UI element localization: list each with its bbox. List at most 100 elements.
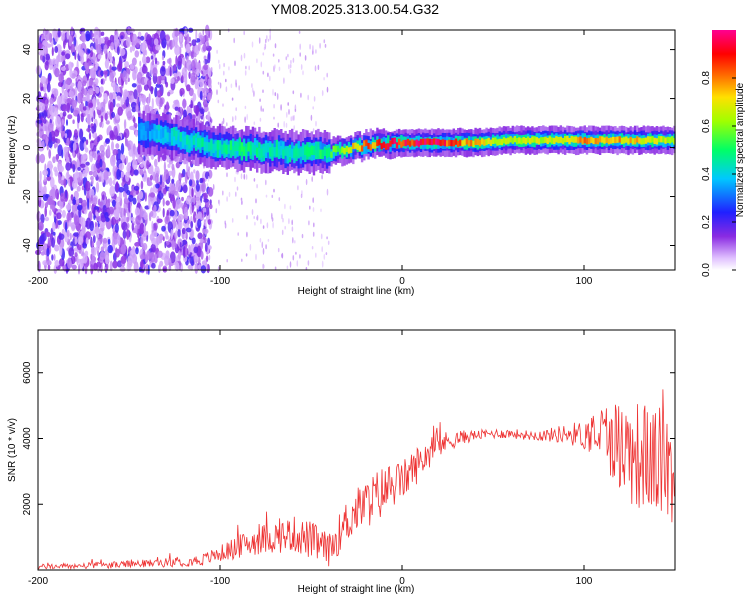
spectrogram-noise-cell (155, 183, 160, 189)
spectrogram-x-axis-label: Height of straight line (km) (298, 286, 415, 297)
spectrogram-noise-cell (77, 113, 81, 124)
spectrogram-noise-cell (126, 260, 133, 268)
spectrogram-ridge-cell (415, 139, 418, 146)
spectrogram-noise-cell (133, 169, 139, 176)
spectrogram-ridge-cell (339, 141, 342, 154)
spectrogram-noise-cell (92, 235, 96, 243)
spectrogram-noise-cell (115, 181, 119, 192)
spectrogram-noise-cell (141, 65, 148, 74)
spectrogram-noise-cell (105, 120, 110, 125)
spectrogram-ridge-cell (380, 143, 383, 150)
spectrogram-ridge-cell (245, 147, 248, 157)
spectrogram-noise-cell (171, 163, 175, 171)
spectrogram-noise-cell (136, 95, 139, 106)
spectrogram-noise-cell (196, 78, 199, 90)
spectrogram-noise-cell (323, 39, 326, 44)
spectrogram-noise-cell (307, 260, 310, 266)
spectrogram-noise-cell (74, 86, 78, 99)
spectrogram-noise-cell (241, 258, 243, 262)
spectrogram-ridge-cell (238, 146, 241, 156)
spectrogram-noise-cell (60, 192, 65, 202)
spectrogram-noise-cell (85, 237, 89, 245)
spectrogram-ridge-cell (465, 138, 469, 145)
spectrogram-ridge-cell (467, 140, 471, 147)
spectrogram-noise-cell (115, 247, 118, 254)
spectrogram-ridge-cell (295, 146, 298, 156)
spectrogram-noise-cell (188, 71, 191, 80)
spectrogram-ridge-cell (304, 145, 307, 156)
spectrogram-noise-cell (116, 63, 123, 72)
spectrogram-noise-cell (110, 42, 115, 51)
spectrogram-noise-cell (111, 141, 114, 151)
spectrogram-noise-cell (146, 160, 150, 170)
spectrogram-noise-cell (207, 219, 212, 225)
spectrogram-ridge-cell (457, 140, 460, 147)
spectrogram-noise-cell (309, 205, 311, 210)
spectrogram-ridge-cell (489, 139, 493, 146)
spectrogram-noise-cell (119, 48, 126, 56)
spectrogram-noise-cell (217, 266, 220, 272)
spectrogram-noise-cell (234, 60, 236, 67)
spectrogram-noise-cell (116, 103, 121, 108)
spectrogram-noise-cell (44, 206, 47, 218)
spectrogram-noise-cell (299, 43, 302, 50)
spectrogram-noise-cell (315, 120, 317, 127)
spectrogram-noise-cell (52, 221, 56, 232)
spectrogram-noise-cell (206, 251, 209, 255)
spectrogram-noise-cell (74, 215, 80, 227)
spectrogram-ridge-cell (568, 137, 571, 145)
spectrogram-noise-cell (78, 49, 85, 57)
spectrogram-ridge-cell (592, 137, 595, 145)
snr-x-tick-label: 0 (399, 576, 405, 587)
spectrogram-noise-cell (123, 119, 127, 130)
spectrogram-noise-cell (52, 231, 56, 236)
spectrogram-noise-cell (137, 156, 143, 164)
spectrogram-noise-cell (54, 46, 59, 53)
spectrogram-noise-cell (197, 232, 203, 240)
spectrogram-ridge-cell (428, 138, 431, 145)
spectrogram-ridge-cell (622, 137, 626, 144)
spectrogram-noise-cell (249, 243, 252, 251)
spectrogram-noise-cell (59, 246, 63, 257)
spectrogram-noise-cell (114, 29, 117, 36)
spectrogram-ridge-cell (164, 129, 167, 139)
spectrogram-ridge-cell (376, 139, 379, 147)
spectrogram-noise-cell (47, 122, 54, 133)
spectrogram-noise-cell (69, 68, 73, 78)
spectrogram-ridge-cell (210, 140, 213, 150)
spectrogram-noise-cell (65, 204, 72, 210)
spectrogram-noise-cell (135, 215, 141, 225)
spectrogram-noise-cell (79, 163, 86, 168)
spectrogram-noise-cell (207, 67, 212, 78)
spectrogram-ridge-cell (594, 137, 597, 145)
spectrogram-noise-cell (46, 175, 51, 181)
spectrogram-noise-cell (226, 172, 228, 178)
spectrogram-noise-cell (134, 50, 140, 58)
spectrogram-ridge-cell (481, 138, 484, 145)
spectrogram-noise-cell (149, 174, 153, 181)
spectrogram-ridge-cell (378, 140, 381, 152)
spectrogram-noise-cell (109, 185, 115, 197)
spectrogram-noise-cell (307, 94, 310, 101)
spectrogram-noise-cell (100, 31, 105, 36)
spectrogram-noise-cell (53, 88, 59, 98)
spectrogram-noise-cell (68, 247, 75, 257)
spectrogram-noise-cell (284, 225, 287, 230)
spectrogram-ridge-cell (247, 142, 250, 152)
spectrogram-ridge-cell (581, 138, 584, 145)
spectrogram-noise-cell (262, 89, 264, 93)
spectrogram-noise-cell (212, 183, 215, 191)
spectrogram-noise-cell (312, 128, 315, 133)
spectrogram-ridge-cell (585, 138, 589, 145)
spectrogram-noise-cell (167, 65, 170, 76)
spectrogram-noise-cell (84, 263, 88, 275)
spectrogram-noise-cell (44, 216, 50, 222)
spectrogram-noise-cell (93, 262, 98, 271)
spectrogram-noise-cell (72, 119, 75, 124)
spectrogram-noise-cell (274, 266, 277, 270)
spectrogram-noise-cell (67, 257, 72, 270)
spectrogram-noise-cell (108, 51, 112, 60)
spectrogram-noise-cell (80, 31, 86, 43)
spectrogram-noise-cell (165, 200, 170, 206)
